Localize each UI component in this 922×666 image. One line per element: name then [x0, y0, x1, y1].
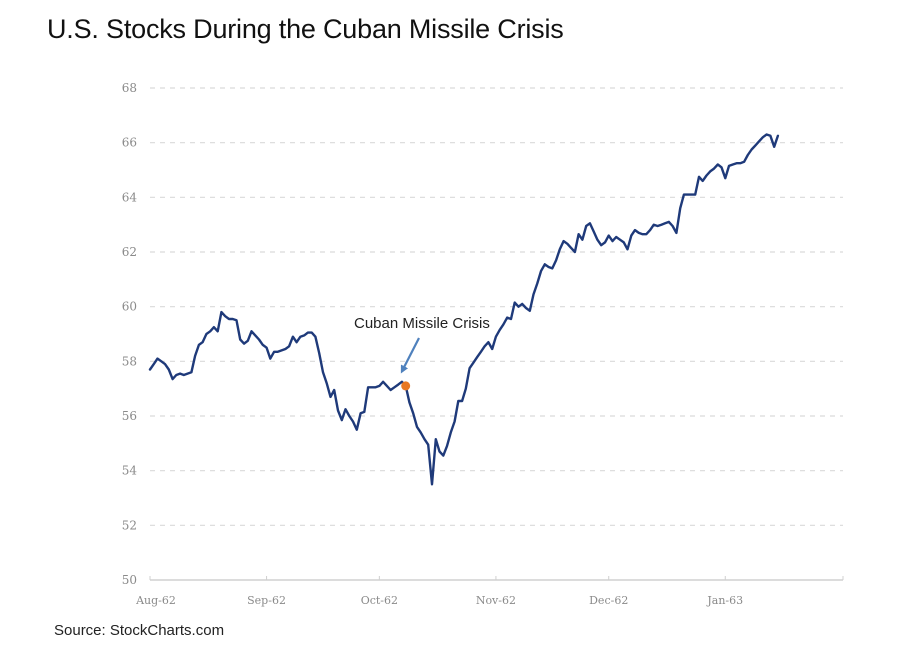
x-tick-label: Oct-62 [361, 594, 398, 607]
series-group [148, 133, 780, 486]
x-tick-label: Jan-63 [706, 594, 743, 607]
x-tick-label: Nov-62 [476, 594, 516, 607]
chart-title: U.S. Stocks During the Cuban Missile Cri… [47, 14, 564, 44]
annotation-arrow [400, 337, 420, 374]
event-marker-dot [401, 381, 411, 391]
y-axis: 50 52 54 56 58 60 62 64 66 68 [122, 81, 138, 587]
gridlines [150, 87, 843, 526]
x-tick-label: Aug-62 [135, 594, 176, 607]
y-tick-label: 52 [122, 518, 137, 532]
y-tick-label: 56 [122, 409, 137, 423]
y-tick-label: 58 [122, 354, 137, 368]
annotation-group: Cuban Missile Crisis [354, 315, 490, 391]
source-note: Source: StockCharts.com [54, 622, 225, 639]
x-axis: Aug-62 Sep-62 Oct-62 Nov-62 Dec-62 Jan-63 [135, 576, 844, 607]
y-tick-label: 60 [122, 300, 137, 314]
series-line-u-s-stocks [148, 133, 780, 486]
x-tick-label: Dec-62 [589, 594, 628, 607]
y-tick-label: 68 [122, 81, 137, 95]
y-tick-label: 54 [122, 464, 138, 478]
y-tick-label: 62 [122, 245, 137, 259]
y-tick-label: 50 [122, 573, 137, 587]
x-tick-label: Sep-62 [247, 594, 286, 607]
annotation-label: Cuban Missile Crisis [354, 315, 490, 332]
y-tick-label: 66 [122, 136, 137, 150]
y-tick-label: 64 [122, 190, 138, 204]
